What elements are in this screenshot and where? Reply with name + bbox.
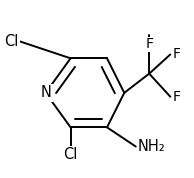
Text: NH₂: NH₂ (138, 139, 165, 154)
Text: F: F (145, 37, 153, 51)
Text: N: N (40, 85, 51, 100)
Text: Cl: Cl (63, 147, 78, 162)
Text: F: F (172, 48, 180, 61)
Text: Cl: Cl (4, 34, 19, 49)
Text: F: F (172, 90, 180, 104)
